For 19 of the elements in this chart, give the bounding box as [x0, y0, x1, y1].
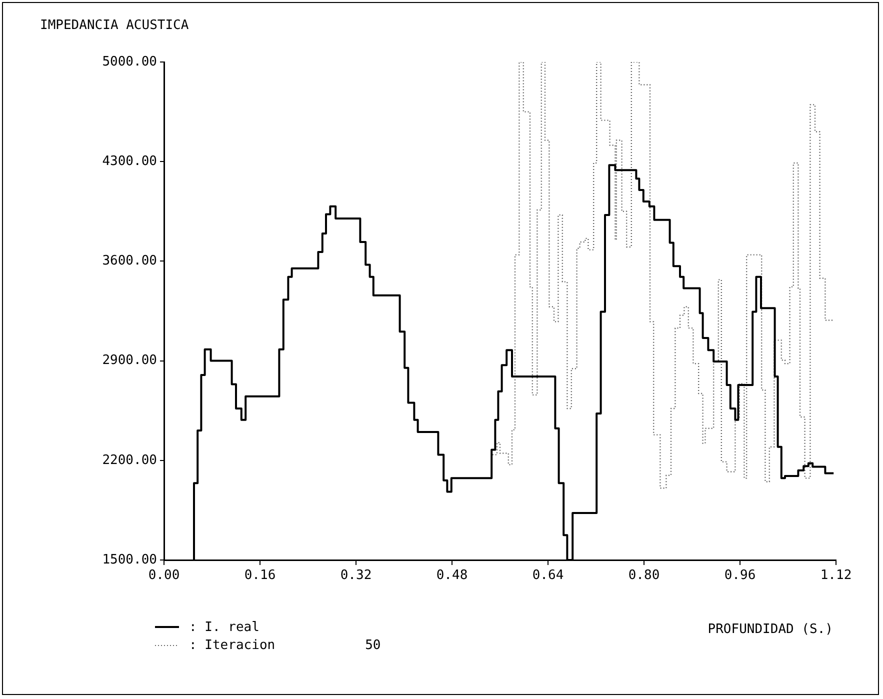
x-tick-label: 0.48	[436, 568, 468, 584]
legend-label: : I. real	[189, 620, 260, 634]
y-tick-label: 2900.00	[102, 353, 157, 368]
x-tick-label: 0.64	[532, 568, 564, 584]
x-tick-label: 1.12	[820, 568, 852, 584]
y-tick-label: 4300.00	[102, 154, 157, 169]
text: 50	[365, 638, 381, 652]
x-tick-label: 0.00	[148, 568, 180, 584]
y-tick-label: 1500.00	[102, 552, 157, 568]
y-tick-label: 5000.00	[102, 54, 157, 70]
x-tick-label: 0.80	[628, 568, 660, 584]
legend-label: : Iteracion	[189, 638, 276, 652]
y-tick-label: 3600.00	[102, 254, 157, 269]
chart-title: IMPEDANCIA ACUSTICA	[40, 18, 189, 33]
x-axis-title: PROFUNDIDAD (S.)	[708, 622, 833, 637]
x-tick-label: 0.16	[244, 568, 276, 584]
y-tick-label: 2200.00	[102, 452, 157, 468]
x-tick-label: 0.96	[724, 568, 756, 584]
x-tick-label: 0.32	[340, 568, 372, 584]
